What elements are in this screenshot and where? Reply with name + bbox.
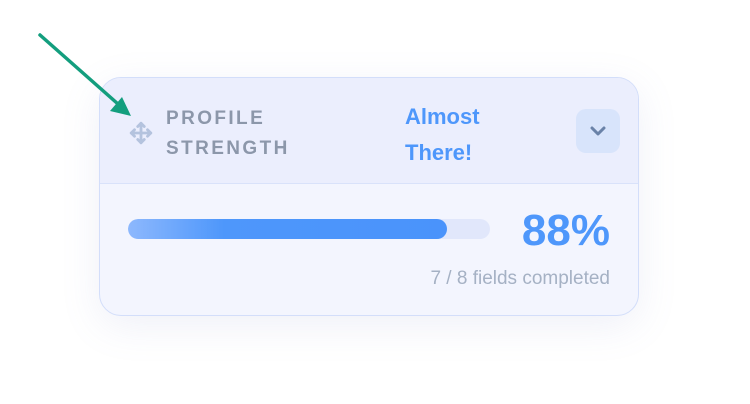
fields-completed-text: 7 / 8 fields completed <box>430 268 610 289</box>
expand-toggle-button[interactable] <box>576 109 620 153</box>
progress-bar <box>128 219 490 239</box>
title-line-1: PROFILE <box>166 108 266 129</box>
title-line-2: STRENGTH <box>166 138 290 159</box>
status-text: Almost There! <box>405 99 480 171</box>
progress-bar-fill <box>128 219 447 239</box>
card-header: PROFILE STRENGTH Almost There! <box>100 78 638 184</box>
widget-title: PROFILE STRENGTH <box>166 104 290 164</box>
profile-strength-card: PROFILE STRENGTH Almost There! 88% 7 / 8… <box>99 77 639 316</box>
chevron-down-icon <box>590 126 606 136</box>
status-line-2: There! <box>405 140 473 165</box>
move-icon[interactable] <box>128 120 154 146</box>
status-line-1: Almost <box>405 104 480 129</box>
percent-label: 88% <box>521 206 610 255</box>
